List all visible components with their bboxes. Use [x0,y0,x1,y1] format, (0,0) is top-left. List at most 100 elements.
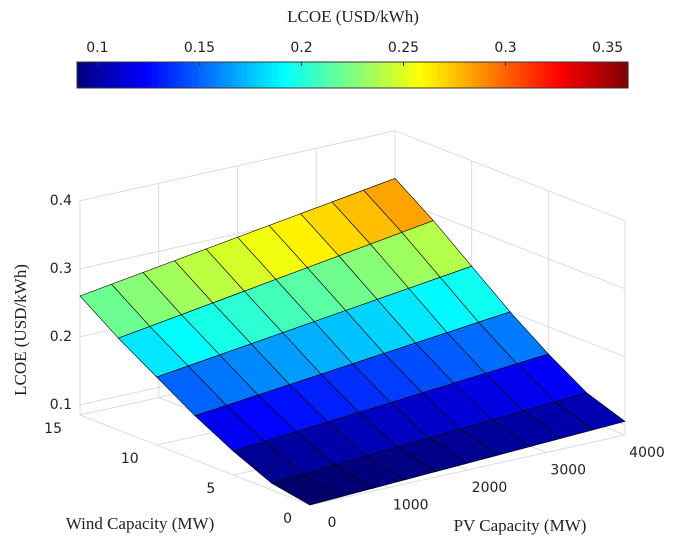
colorbar-swatch [557,62,564,88]
colorbar-swatch [472,62,479,88]
z-axis-label: LCOE (USD/kWh) [11,264,30,396]
x-tick-label: 0 [328,515,337,531]
z-tick-label: 0.3 [50,261,72,277]
colorbar-swatch [142,62,148,88]
colorbar-tick-label: 0.15 [184,40,215,56]
colorbar-swatch [302,62,309,88]
colorbar-tick-label: 0.35 [592,40,623,56]
y-axis-label: Wind Capacity (MW) [66,514,215,533]
grid-line [79,414,311,506]
colorbar-swatch [147,62,153,88]
colorbar-swatch [97,62,103,88]
y-tick-label: 10 [121,451,139,467]
colorbar-swatch [237,62,243,88]
colorbar-swatch [247,62,253,88]
colorbar-swatch [202,62,208,88]
grid-line [79,130,396,202]
colorbar-swatch [437,62,444,88]
colorbar-swatch [412,62,419,88]
colorbar-swatch [257,62,263,88]
colorbar-swatch [607,62,614,88]
colorbar-swatch [342,62,349,88]
colorbar-swatch [477,62,484,88]
colorbar-swatch [207,62,213,88]
colorbar-swatch [192,62,198,88]
colorbar-swatch [347,62,354,88]
colorbar-swatch [242,62,248,88]
colorbar-swatch [357,62,364,88]
colorbar-swatch [562,62,569,88]
colorbar-swatch [167,62,173,88]
colorbar-swatch [272,62,278,88]
colorbar-swatch [87,62,93,88]
colorbar-swatch [592,62,599,88]
y-tick-label: 15 [44,421,62,437]
colorbar-swatch [317,62,324,88]
x-tick-label: 4000 [629,445,665,461]
colorbar-swatch [542,62,549,88]
colorbar-swatch [117,62,123,88]
colorbar-swatch [107,62,113,88]
grid-line [309,434,626,506]
colorbar-tick-label: 0.3 [494,40,516,56]
colorbar-swatch [512,62,519,88]
colorbar-swatch [487,62,494,88]
colorbar-tick-label: 0.2 [290,40,312,56]
y-tick-label: 0 [283,511,292,527]
colorbar-swatch [447,62,454,88]
colorbar-swatch [182,62,188,88]
colorbar-swatch [577,62,584,88]
colorbar-swatch [127,62,133,88]
colorbar-swatch [462,62,469,88]
colorbar-swatch [612,62,619,88]
grid-line [394,130,626,222]
colorbar-swatch [232,62,238,88]
colorbar-swatch [172,62,178,88]
colorbar-swatch [177,62,183,88]
colorbar-swatch [617,62,624,88]
colorbar-frame [76,61,629,89]
colorbar-tick-label: 0.1 [86,40,108,56]
colorbar-swatch [622,62,629,88]
colorbar-swatch [432,62,439,88]
colorbar-swatch [292,62,298,88]
colorbar-swatch [457,62,464,88]
colorbar-swatch [597,62,604,88]
y-tick-label: 5 [206,481,215,497]
colorbar-swatch [452,62,459,88]
colorbar-swatch [417,62,424,88]
colorbar-swatch [282,62,288,88]
colorbar-swatch [392,62,399,88]
colorbar-swatch [397,62,404,88]
colorbar-swatch [547,62,554,88]
colorbar-swatch [572,62,579,88]
colorbar-swatch [537,62,544,88]
colorbar-swatch [382,62,389,88]
x-tick-label: 3000 [550,463,586,479]
colorbar-swatch [497,62,504,88]
colorbar-swatch [517,62,524,88]
colorbar-swatch [552,62,559,88]
colorbar-swatch [467,62,474,88]
colorbar-swatch [212,62,218,88]
colorbar-swatch [312,62,319,88]
colorbar-swatch [372,62,379,88]
colorbar-swatch [387,62,394,88]
colorbar-swatch [217,62,223,88]
colorbar-label: LCOE (USD/kWh) [287,7,419,26]
colorbar-swatch [402,62,409,88]
colorbar-swatch [332,62,339,88]
surface-face [270,473,343,506]
colorbar-swatch [502,62,509,88]
colorbar-swatch [267,62,273,88]
colorbar-swatch [137,62,143,88]
colorbar-swatch [492,62,499,88]
colorbar-swatch [352,62,359,88]
colorbar-swatch [507,62,514,88]
colorbar-swatch [377,62,384,88]
colorbar-swatch [82,62,88,88]
colorbar-swatch [427,62,434,88]
colorbar-swatch [122,62,128,88]
colorbar-swatch [197,62,203,88]
